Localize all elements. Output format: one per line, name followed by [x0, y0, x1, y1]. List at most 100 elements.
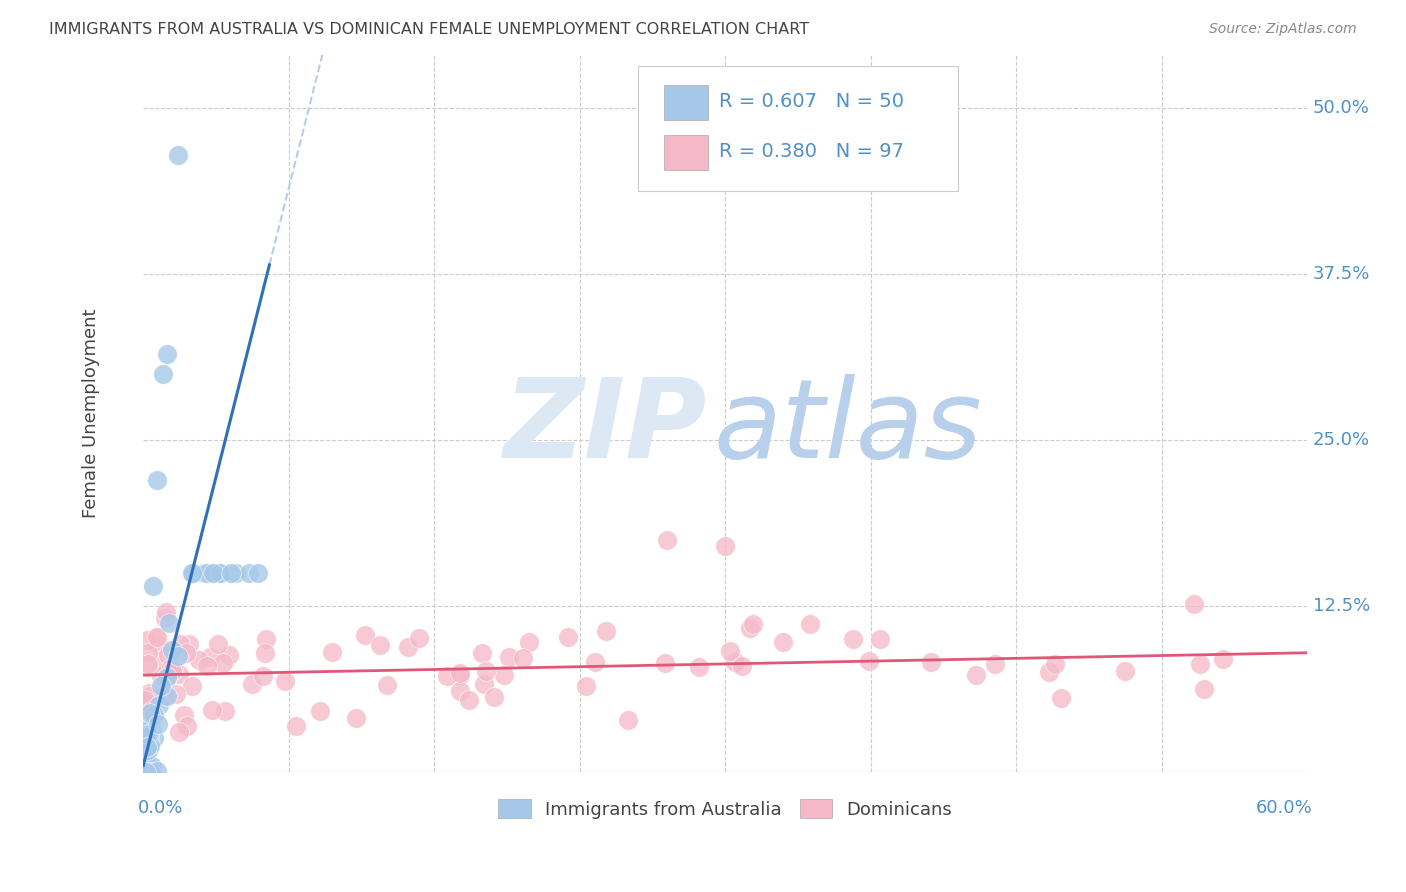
Point [134, 723, 156, 738]
Point [134, 693, 156, 707]
Point [474, 665, 496, 679]
Text: 50.0%: 50.0% [1313, 99, 1369, 117]
Point [162, 643, 184, 657]
Point [188, 653, 211, 667]
Point [167, 649, 190, 664]
Point [181, 566, 204, 580]
Point [135, 764, 157, 779]
Point [238, 566, 260, 580]
Point [1038, 665, 1060, 679]
Point [344, 711, 367, 725]
Point [494, 668, 516, 682]
Point [408, 631, 430, 645]
Point [139, 704, 162, 718]
Point [155, 689, 177, 703]
Point [1192, 681, 1215, 696]
Text: 60.0%: 60.0% [1256, 798, 1313, 816]
Point [482, 690, 505, 704]
Point [139, 739, 162, 754]
Point [155, 347, 177, 361]
Point [139, 722, 162, 736]
Point [724, 655, 747, 669]
Point [714, 539, 737, 553]
Point [449, 683, 471, 698]
Point [134, 764, 156, 779]
Point [731, 659, 754, 673]
Point [139, 736, 162, 750]
Point [136, 659, 159, 673]
Point [152, 689, 174, 703]
Point [167, 667, 190, 681]
Point [457, 693, 479, 707]
Point [219, 566, 242, 580]
Point [139, 706, 162, 720]
Point [152, 367, 174, 381]
Point [169, 637, 191, 651]
Point [256, 632, 278, 646]
Point [396, 640, 419, 654]
Point [984, 657, 1007, 672]
Point [153, 611, 176, 625]
Point [202, 566, 225, 580]
Text: Female Unemployment: Female Unemployment [82, 309, 100, 518]
Text: Source: ZipAtlas.com: Source: ZipAtlas.com [1209, 22, 1357, 37]
Point [160, 660, 183, 674]
Point [138, 686, 160, 700]
Point [368, 638, 391, 652]
Point [471, 646, 494, 660]
Point [150, 653, 173, 667]
Point [377, 678, 399, 692]
Point [145, 630, 167, 644]
Point [146, 717, 169, 731]
Point [742, 617, 765, 632]
Point [134, 692, 156, 706]
Point [772, 634, 794, 648]
Point [718, 644, 741, 658]
Point [156, 670, 179, 684]
Point [138, 657, 160, 671]
Text: R = 0.607   N = 50: R = 0.607 N = 50 [720, 92, 904, 112]
Point [449, 667, 471, 681]
Point [148, 698, 170, 712]
Point [139, 764, 162, 779]
Point [138, 764, 160, 778]
Point [177, 637, 200, 651]
Point [136, 727, 159, 741]
Point [201, 703, 224, 717]
Point [869, 632, 891, 646]
Point [136, 743, 159, 757]
Point [149, 679, 172, 693]
Point [198, 650, 221, 665]
Point [139, 764, 162, 779]
Point [143, 707, 166, 722]
Point [135, 754, 157, 768]
Point [135, 632, 157, 647]
Point [136, 740, 159, 755]
Point [207, 637, 229, 651]
Point [240, 676, 263, 690]
Point [654, 656, 676, 670]
Point [138, 738, 160, 752]
Point [143, 731, 166, 745]
Point [157, 616, 180, 631]
Point [195, 566, 218, 580]
Point [574, 680, 596, 694]
Point [174, 646, 197, 660]
Point [160, 664, 183, 678]
Point [472, 677, 495, 691]
Point [1045, 657, 1067, 671]
Text: 37.5%: 37.5% [1313, 265, 1371, 283]
Point [134, 764, 156, 779]
Point [135, 764, 157, 779]
Point [135, 764, 157, 779]
Point [449, 666, 471, 681]
Point [214, 704, 236, 718]
Text: 12.5%: 12.5% [1313, 597, 1371, 615]
Point [1212, 652, 1234, 666]
Point [146, 630, 169, 644]
Legend: Immigrants from Australia, Dominicans: Immigrants from Australia, Dominicans [491, 792, 959, 826]
FancyBboxPatch shape [664, 86, 707, 120]
Point [1189, 657, 1212, 672]
Point [146, 473, 169, 487]
Point [156, 670, 179, 684]
